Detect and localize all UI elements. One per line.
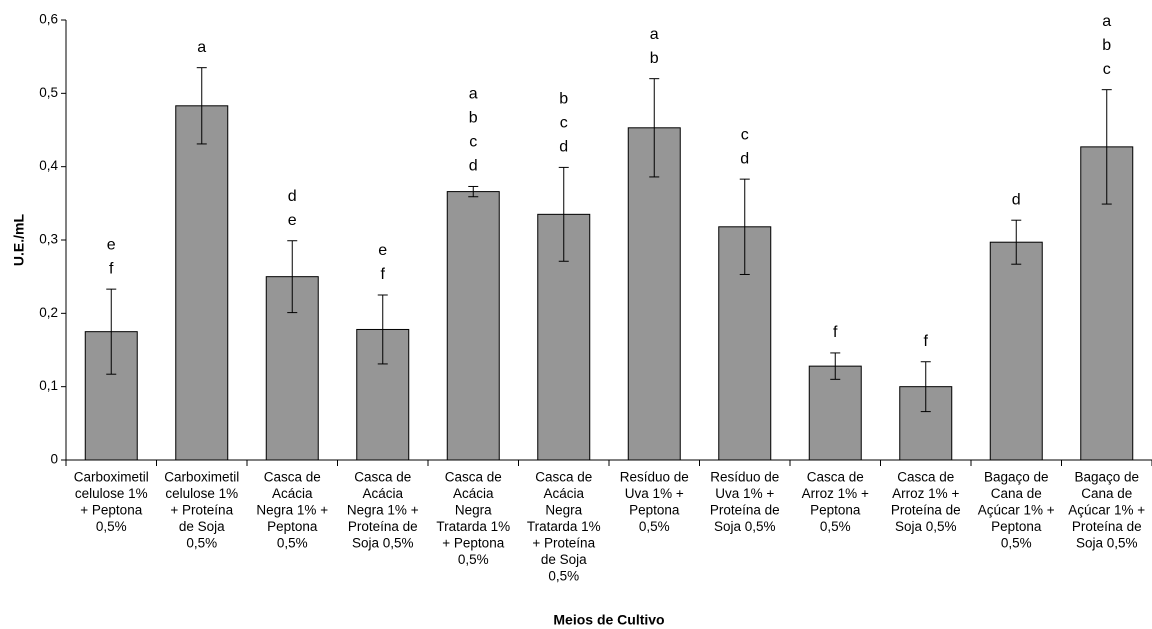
annotation: a [197, 39, 206, 56]
annotation: a [650, 26, 659, 43]
x-tick-label: Tratarda 1% [436, 519, 510, 534]
x-tick-label: + Peptona [80, 503, 142, 518]
y-tick-label: 0,2 [39, 305, 58, 320]
bar [627, 127, 681, 461]
annotation: e [107, 236, 116, 253]
x-tick-label: Negra [455, 503, 492, 518]
x-tick-label: Açúcar 1% + [1068, 503, 1145, 518]
bar [808, 365, 862, 461]
x-tick-label: Carboximetil [74, 470, 149, 485]
annotation: b [650, 50, 659, 67]
x-tick-label: 0,5% [186, 536, 217, 551]
x-tick-label: Casca de [354, 470, 411, 485]
annotation: d [740, 150, 749, 167]
x-tick-label: Soja 0,5% [1076, 536, 1138, 551]
x-tick-label: Soja 0,5% [895, 519, 957, 534]
x-tick-label: Soja 0,5% [352, 536, 414, 551]
y-tick-label: 0,4 [39, 158, 58, 173]
annotation: b [559, 91, 568, 108]
annotation: f [924, 333, 929, 350]
bar [175, 105, 229, 461]
x-tick-label: Peptona [810, 503, 861, 518]
x-tick-label: Arroz 1% + [892, 486, 959, 501]
y-tick-label: 0,5 [39, 85, 58, 100]
x-tick-label: Peptona [991, 519, 1042, 534]
annotation: c [1103, 61, 1111, 78]
bar [84, 331, 138, 461]
x-tick-label: Casca de [897, 470, 954, 485]
annotation: a [469, 86, 478, 103]
x-tick-label: Acácia [543, 486, 584, 501]
x-tick-label: Proteína de [891, 503, 961, 518]
annotation: b [469, 110, 478, 127]
annotation: f [833, 324, 838, 341]
x-tick-label: Proteína de [710, 503, 780, 518]
y-axis-title: U.E./mL [11, 213, 27, 266]
x-tick-label: Açúcar 1% + [978, 503, 1055, 518]
x-tick-label: Casca de [445, 470, 502, 485]
x-tick-label: celulose 1% [75, 486, 148, 501]
x-tick-label: 0,5% [820, 519, 851, 534]
y-tick-label: 0,6 [39, 12, 58, 27]
x-axis-title: Meios de Cultivo [553, 612, 664, 628]
x-tick-label: Resíduo de [710, 470, 779, 485]
x-tick-label: 0,5% [548, 569, 579, 584]
x-tick-label: Peptona [629, 503, 680, 518]
x-tick-label: Proteína de [1072, 519, 1142, 534]
x-tick-label: Tratarda 1% [527, 519, 601, 534]
x-tick-label: + Peptona [442, 536, 504, 551]
x-tick-label: Acácia [272, 486, 313, 501]
x-tick-label: Resíduo de [620, 470, 689, 485]
x-tick-label: Casca de [807, 470, 864, 485]
y-tick-label: 0,1 [39, 378, 58, 393]
annotation: d [288, 188, 297, 205]
x-tick-label: Bagaço de [1074, 470, 1139, 485]
x-tick-label: Casca de [264, 470, 321, 485]
annotation: f [381, 266, 386, 283]
x-tick-label: Bagaço de [984, 470, 1049, 485]
x-tick-label: Negra 1% + [347, 503, 419, 518]
x-tick-label: 0,5% [1001, 536, 1032, 551]
bar [989, 241, 1043, 461]
x-tick-label: de Soja [179, 519, 225, 534]
x-tick-label: Acácia [362, 486, 403, 501]
x-tick-label: 0,5% [458, 552, 489, 567]
x-tick-label: Negra [545, 503, 582, 518]
x-tick-label: Casca de [535, 470, 592, 485]
x-tick-label: Cana de [991, 486, 1042, 501]
bar [446, 191, 500, 461]
annotation: e [288, 212, 297, 229]
x-tick-label: Uva 1% + [715, 486, 774, 501]
x-tick-label: de Soja [541, 552, 587, 567]
annotation: a [1102, 13, 1111, 30]
x-tick-label: Proteína de [348, 519, 418, 534]
x-tick-label: Negra 1% + [256, 503, 328, 518]
x-tick-label: Carboximetil [164, 470, 239, 485]
x-tick-label: Cana de [1081, 486, 1132, 501]
x-tick-label: 0,5% [277, 536, 308, 551]
annotation: c [741, 126, 749, 143]
x-tick-label: Acácia [453, 486, 494, 501]
annotation: d [1012, 191, 1021, 208]
y-tick-label: 0,3 [39, 232, 58, 247]
x-tick-label: 0,5% [96, 519, 127, 534]
annotation: c [560, 115, 568, 132]
y-tick-label: 0 [50, 452, 58, 467]
x-tick-label: Uva 1% + [625, 486, 684, 501]
x-tick-label: Arroz 1% + [802, 486, 869, 501]
annotation: e [378, 242, 387, 259]
x-tick-label: + Proteína [532, 536, 595, 551]
x-tick-label: celulose 1% [165, 486, 238, 501]
annotation: c [469, 134, 477, 151]
x-tick-label: Soja 0,5% [714, 519, 776, 534]
annotation: b [1102, 37, 1111, 54]
x-tick-label: 0,5% [639, 519, 670, 534]
x-tick-label: + Proteína [170, 503, 233, 518]
annotation: d [559, 139, 568, 156]
annotation: f [109, 260, 114, 277]
x-tick-label: Peptona [267, 519, 318, 534]
annotation: d [469, 158, 478, 175]
